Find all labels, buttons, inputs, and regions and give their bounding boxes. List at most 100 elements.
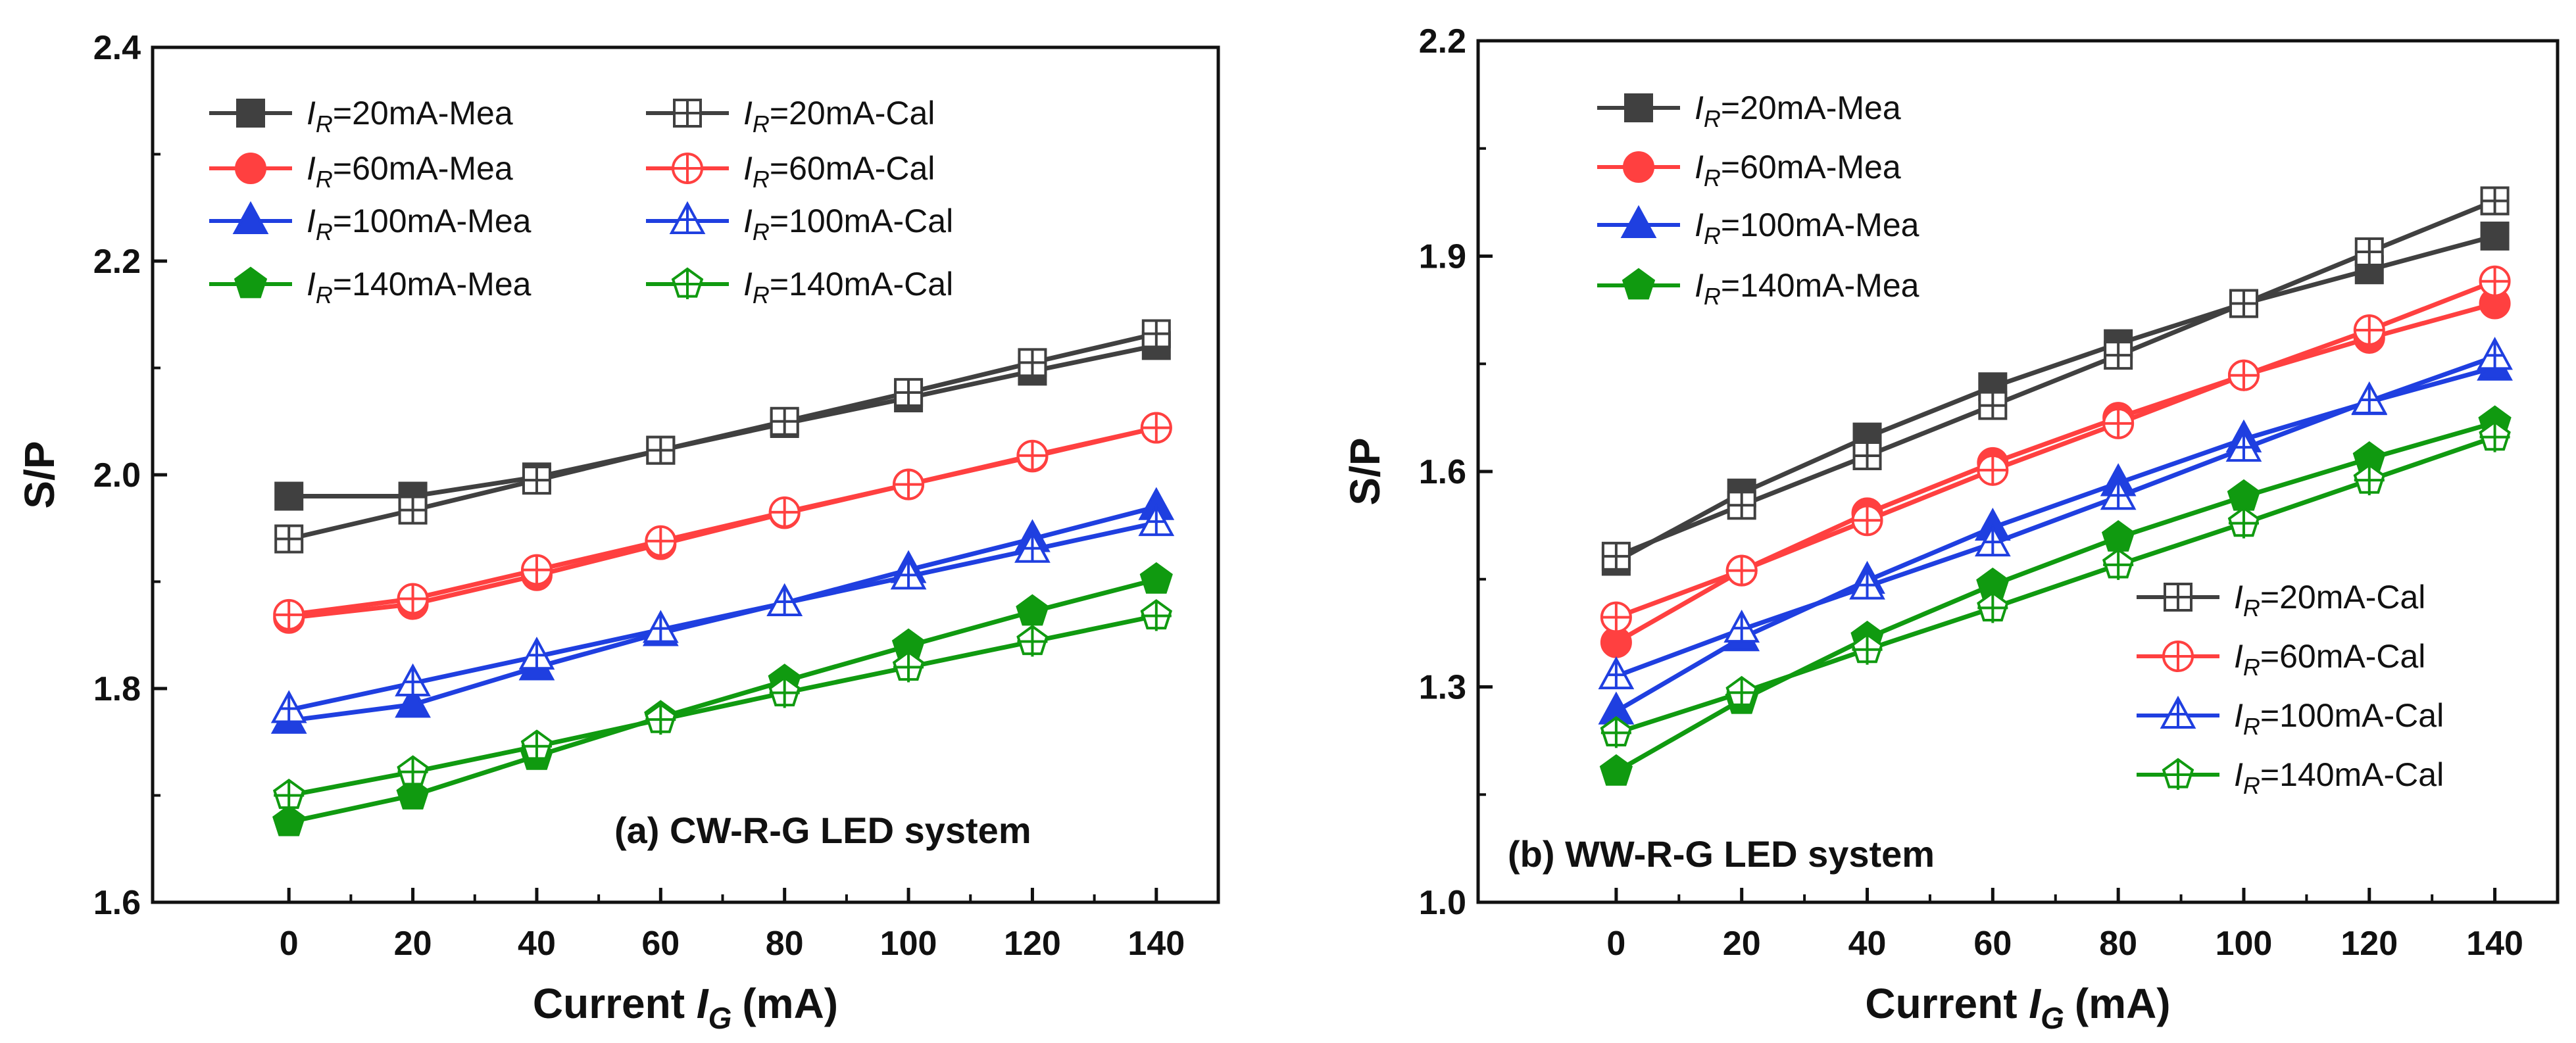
legend-entry-label-rest: =140mA-Mea [1721, 267, 1920, 304]
data-point [770, 406, 799, 436]
legend-entry-label-symbol: I [307, 266, 316, 303]
data-point [768, 676, 801, 708]
data-point [272, 779, 305, 811]
data-point [2102, 548, 2135, 580]
x-tick-label: 60 [641, 925, 680, 963]
series-20ma-cal [274, 319, 1171, 554]
legend-entry-label-symbol: I [2234, 638, 2243, 675]
data-point [395, 685, 431, 718]
legend-entry-label-subscript: R [316, 218, 333, 245]
legend-entry: IR=20mA-Cal [2137, 579, 2425, 621]
legend-entry-label: IR=100mA-Mea [1695, 206, 1920, 249]
y-tick-label: 1.6 [93, 884, 141, 922]
series-20ma-cal [1601, 186, 2510, 571]
legend-entry-marker [671, 267, 704, 299]
data-point [2477, 337, 2513, 370]
data-point [1141, 319, 1171, 349]
series-line [288, 331, 1157, 541]
legend-entry: IR=20mA-Cal [646, 95, 935, 137]
legend-entry-label-rest: =60mA-Mea [333, 150, 513, 187]
series-line [288, 520, 1157, 712]
series-line [1615, 420, 2496, 774]
data-point [1140, 412, 1172, 444]
data-point [646, 435, 676, 465]
data-point [890, 556, 927, 590]
data-point [272, 804, 306, 837]
data-point [397, 755, 429, 787]
legend-entry-label-rest: =60mA-Cal [770, 150, 935, 187]
chart-annotation: (a) CW-R-G LED system [614, 810, 1031, 851]
y-tick-label: 2.2 [1419, 22, 1466, 61]
legend-entry-label: IR=140mA-Cal [743, 266, 953, 308]
data-point [2480, 186, 2510, 216]
data-point [1600, 716, 1633, 748]
data-point [2479, 420, 2511, 452]
data-point [520, 554, 553, 586]
legend-entry-label: IR=60mA-Mea [1695, 149, 1901, 191]
series-line [288, 577, 1157, 825]
data-point [2353, 463, 2386, 496]
legend-entry-label-symbol: I [307, 95, 316, 132]
legend-entry: IR=60mA-Cal [2137, 638, 2425, 681]
legend-entry: IR=20mA-Mea [1597, 89, 1901, 132]
legend-entry: IR=60mA-Mea [209, 150, 513, 193]
legend-entry-label-subscript: R [2243, 594, 2260, 621]
data-point [1140, 599, 1173, 631]
legend-entry-marker [1623, 151, 1654, 183]
data-point [395, 663, 431, 696]
legend-entry-marker [2162, 758, 2194, 790]
legend-entry-label-symbol: I [743, 203, 753, 239]
chart-panel-b: 0 20 40 60 80 100 120 140 1.0 1.3 1.6 1.9 2.2 S/P Curr… [1341, 22, 2560, 1035]
legend-entry-label-rest: =100mA-Cal [770, 203, 953, 239]
legend-entry-label-rest: =20mA-Cal [2260, 579, 2426, 616]
legend-entry-label: IR=20mA-Cal [743, 95, 935, 137]
x-tick-label: 20 [394, 925, 432, 963]
x-tick-label: 80 [766, 925, 804, 963]
legend-entry-label-rest: =20mA-Mea [1721, 89, 1901, 126]
legend-entry: IR=100mA-Mea [1597, 205, 1920, 249]
data-point [645, 702, 677, 735]
legend-entry-label-subscript: R [316, 166, 333, 193]
data-point [2354, 237, 2384, 266]
series-60ma-cal [273, 412, 1172, 631]
data-point [1977, 454, 2009, 486]
legend-entry-label-rest: =20mA-Cal [770, 95, 935, 132]
legend-entry-label-subscript: R [1704, 105, 1721, 132]
legend-entry-label-rest: =60mA-Cal [2260, 638, 2426, 675]
x-axis-title-symbol: I [697, 980, 709, 1027]
series-line [1615, 233, 2496, 564]
legend-entry-marker [232, 201, 269, 234]
legend-entry-label-rest: =100mA-Cal [2260, 697, 2444, 734]
legend-entry-marker [1620, 205, 1657, 238]
legend-entry-marker [2160, 695, 2196, 729]
data-point [766, 583, 803, 616]
legend-entry-label: IR=20mA-Mea [1695, 89, 1901, 132]
y-tick-label: 1.8 [93, 670, 141, 708]
legend-entry-marker [669, 201, 706, 234]
y-axis-title: S/P [1341, 437, 1389, 505]
legend-entry-label-subscript: R [753, 218, 770, 245]
y-tick-label: 2.4 [93, 29, 141, 67]
series-layer [270, 319, 1175, 837]
data-point [274, 481, 304, 511]
series-line [288, 614, 1157, 798]
series-line [1615, 199, 2496, 559]
data-point [1977, 591, 2009, 623]
legend-entry-label-rest: =140mA-Mea [333, 266, 532, 303]
y-tick-label: 2.0 [93, 456, 141, 495]
x-tick-label: 100 [880, 925, 937, 963]
data-point [1138, 502, 1175, 537]
x-tick-label: 100 [2216, 925, 2273, 963]
data-point [2229, 289, 2258, 318]
x-axis-title-unit: (mA) [742, 980, 838, 1027]
legend-entry-marker [1622, 268, 1656, 300]
legend-entry: IR=140mA-Mea [209, 266, 532, 308]
x-axis-title-unit: (mA) [2075, 980, 2171, 1027]
legend-entry-label-subscript: R [753, 110, 770, 137]
x-tick-label: 0 [1606, 925, 1625, 963]
data-point [2351, 381, 2388, 415]
x-tick-label: 140 [2466, 925, 2523, 963]
data-point [397, 583, 429, 615]
data-point [892, 650, 925, 683]
